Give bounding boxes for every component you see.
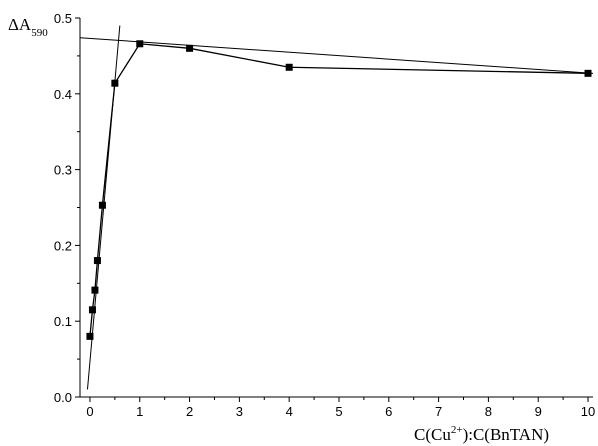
y-tick-label: 0.3 <box>54 163 72 178</box>
x-tick-label: 7 <box>435 404 442 419</box>
y-axis-label-main: ΔA <box>8 15 32 34</box>
x-tick-label: 3 <box>236 404 243 419</box>
y-ticks: 0.0 0.1 0.2 0.3 0.4 0.5 <box>54 11 80 405</box>
x-axis-label-superscript: 2+ <box>451 424 463 436</box>
data-point <box>111 79 119 87</box>
x-tick-label: 1 <box>136 404 143 419</box>
y-axis-label: ΔA590 <box>8 15 48 39</box>
series-polyline <box>89 43 589 337</box>
fit-line-2 <box>79 37 594 74</box>
x-tick-label: 9 <box>535 404 542 419</box>
y-tick-label: 0.4 <box>54 87 72 102</box>
x-tick-label: 2 <box>186 404 193 419</box>
data-point <box>86 332 94 340</box>
x-axis-label: C(Cu2+):C(BnTAN) <box>414 424 549 444</box>
x-axis-label-rest: ):C(BnTAN) <box>463 425 549 444</box>
x-tick-label: 6 <box>385 404 392 419</box>
y-tick-label: 0.2 <box>54 238 72 253</box>
data-point <box>186 44 194 52</box>
plot-frame <box>79 18 593 398</box>
data-point <box>136 40 144 48</box>
x-tick-label: 5 <box>335 404 342 419</box>
data-point <box>91 286 99 294</box>
y-axis-label-subscript: 590 <box>31 27 48 39</box>
y-tick-label: 0.1 <box>54 314 72 329</box>
x-axis-label-main: C(Cu <box>414 425 451 444</box>
y-tick-label: 0.0 <box>54 390 72 405</box>
data-point <box>98 201 106 209</box>
data-point <box>93 257 101 265</box>
data-point <box>88 306 96 314</box>
x-tick-label: 8 <box>485 404 492 419</box>
x-tick-label: 0 <box>86 404 93 419</box>
data-point <box>584 69 592 77</box>
fit-lines <box>79 25 594 390</box>
data-points <box>86 40 592 340</box>
x-tick-label: 10 <box>581 404 595 419</box>
x-tick-label: 4 <box>286 404 293 419</box>
x-ticks: 0 1 2 3 4 5 6 7 8 9 10 <box>86 397 595 419</box>
y-tick-label: 0.5 <box>54 11 72 26</box>
data-point <box>285 63 293 71</box>
series-line <box>89 43 589 337</box>
